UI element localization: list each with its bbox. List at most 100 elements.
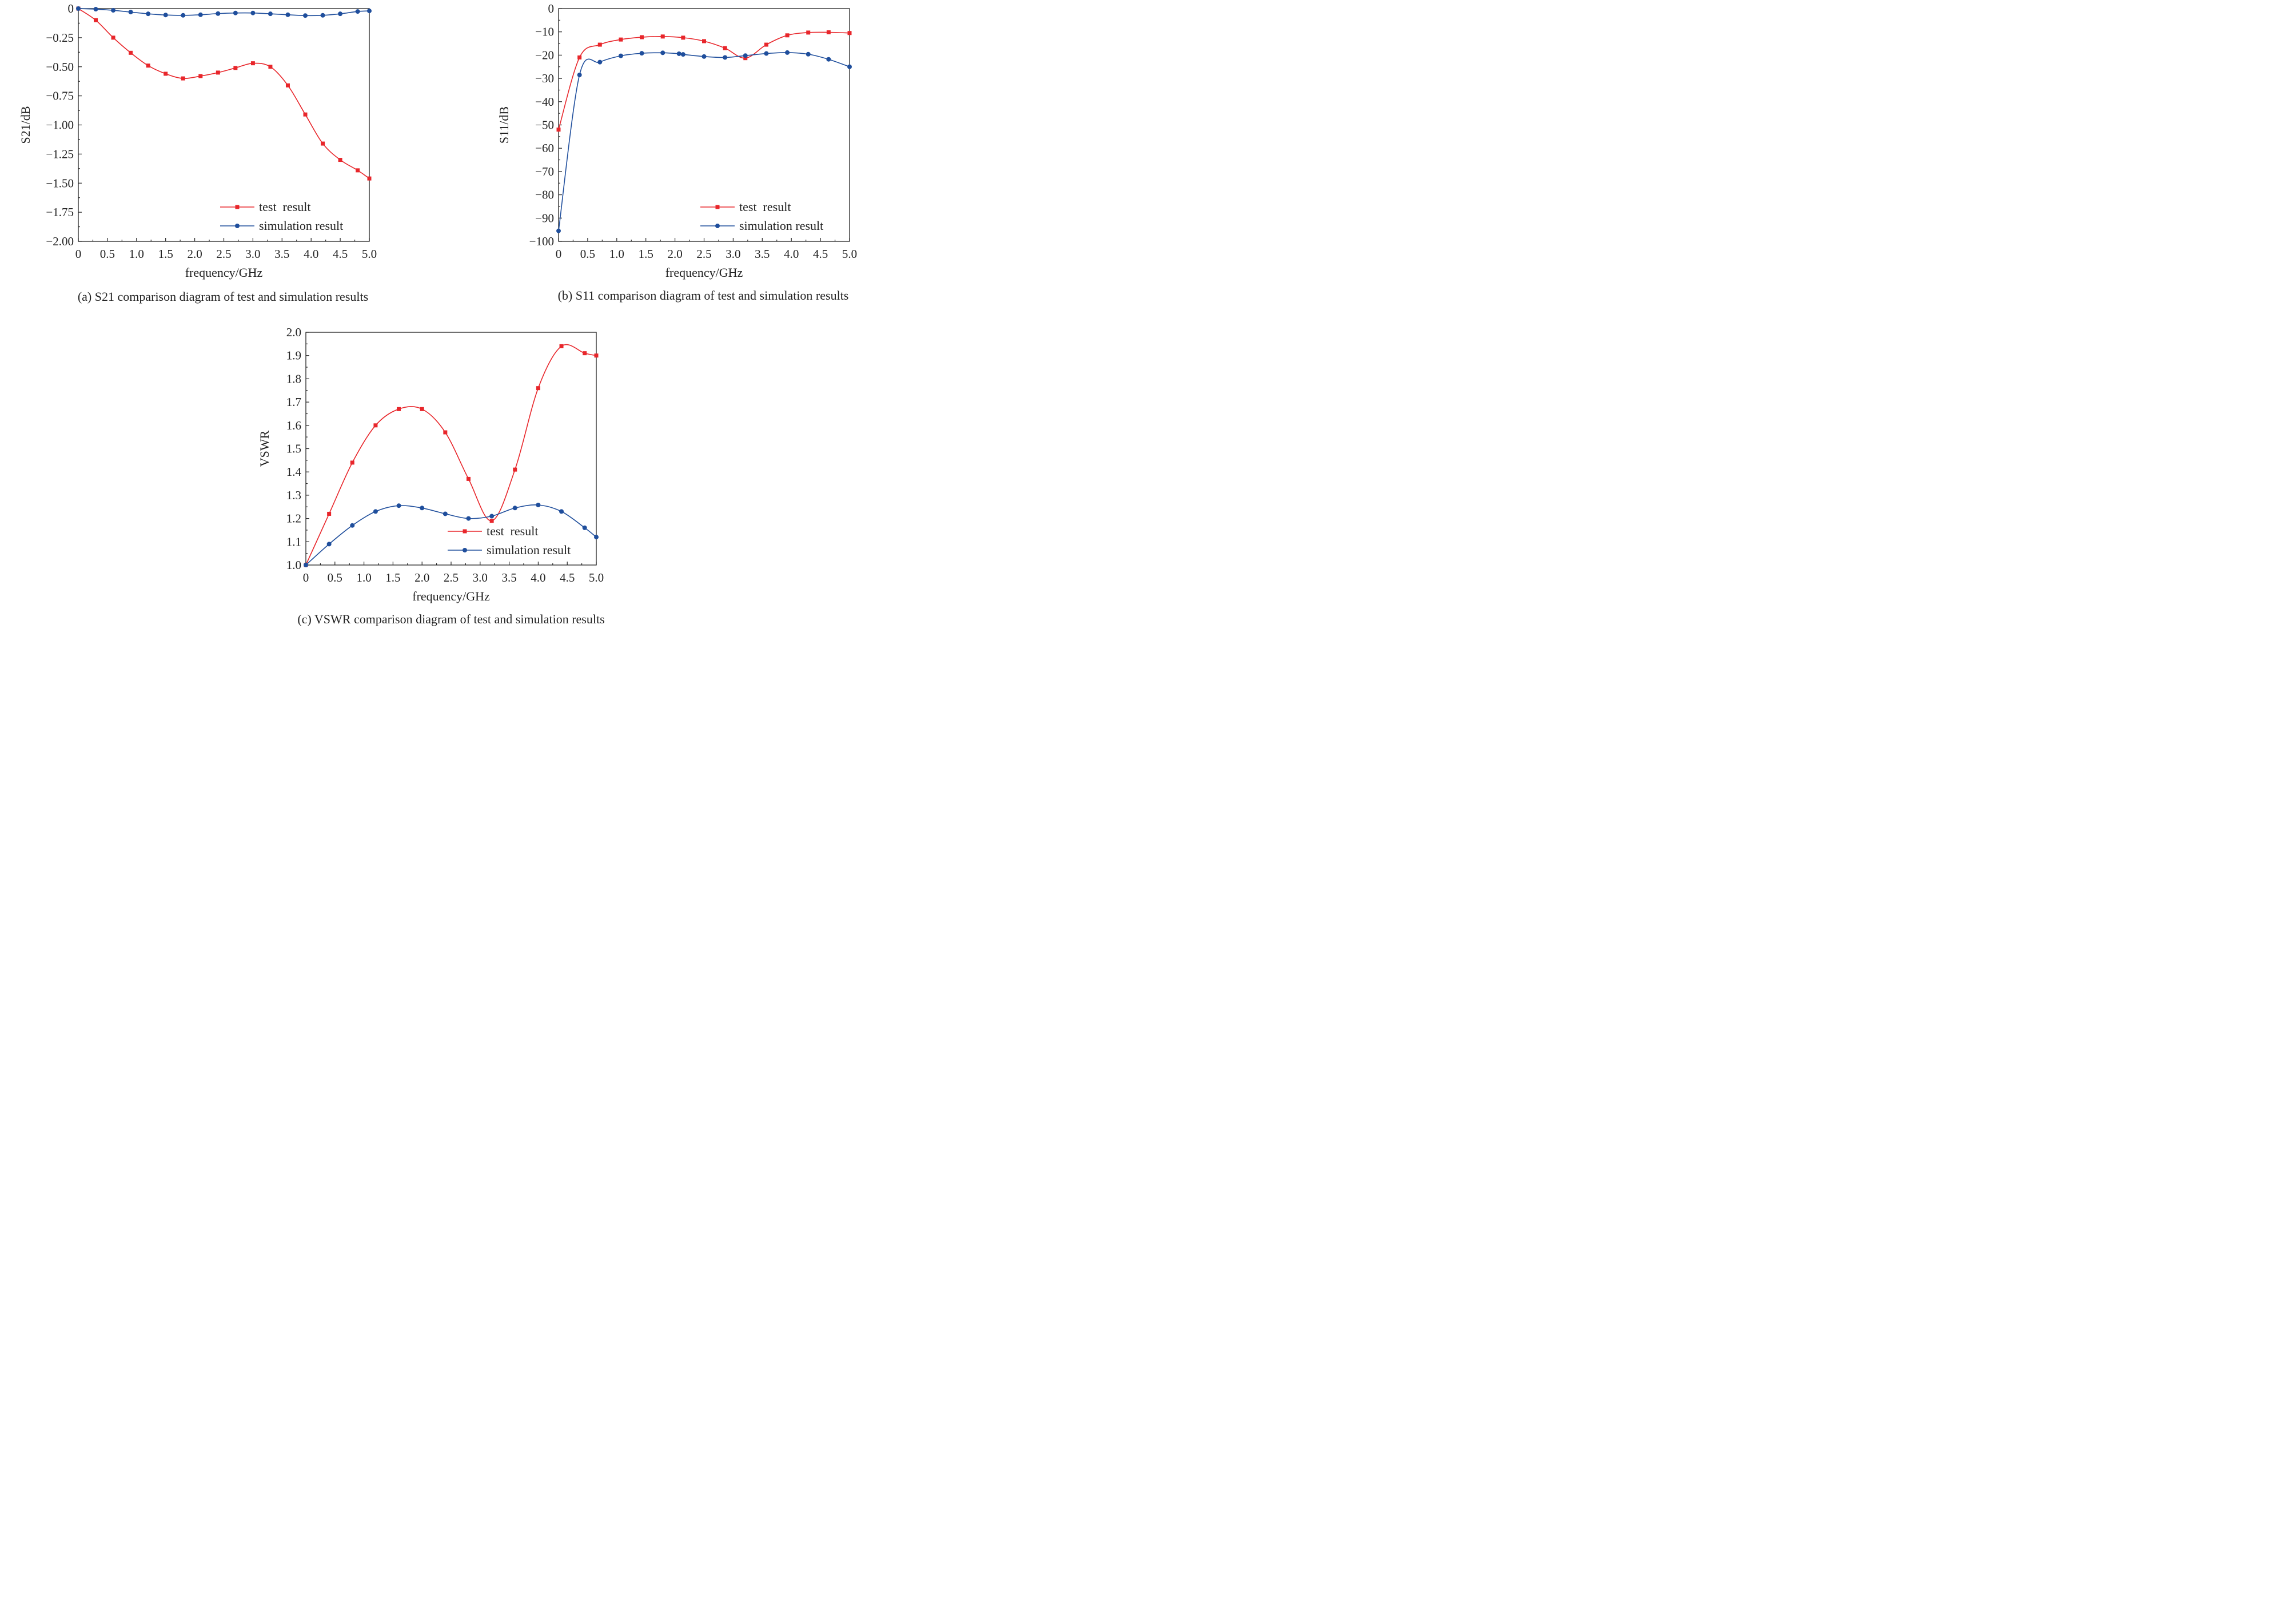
s11-simulation-point-4 [639,51,644,56]
s21-y-tick-label: −1.75 [46,205,74,219]
vswr-simulation-point-12 [582,525,587,530]
s11-test-point-6 [681,35,685,40]
vswr-x-tick-label: 4.0 [531,571,545,584]
s11-test-point-11 [785,33,790,38]
vswr-test-point-8 [489,519,494,523]
s21-test-point-13 [303,112,308,117]
s11-test-point-4 [640,35,644,39]
vswr-y-tick-label: 1.3 [286,488,301,502]
s11-test-point-8 [723,46,727,50]
vswr-x-tick-label: 0 [303,571,309,584]
vswr-legend-label: simulation result [487,543,571,557]
s11-simulation-point-5 [660,50,665,55]
s21-simulation-point-13 [303,13,308,18]
s11-simulation-point-6 [676,51,681,56]
chart-s21: 0 0.5 1.0 1.5 2.0 2.5 3.0 3.5 4.0 4.5 5.0 0 −0.25 −0.… [18,2,377,304]
vswr-test-point-12 [583,351,587,356]
s21-test-point-14 [321,141,325,146]
s11-simulation-point-0 [556,228,561,233]
s21-test-point-16 [356,168,360,173]
s11-simulation-point-10 [743,53,748,58]
s11-test-series [556,30,852,132]
s11-test-point-7 [702,39,706,43]
s21-simulation-point-15 [338,11,343,17]
vswr-y-tick-label: 2.0 [286,325,301,339]
s21-test-point-11 [268,65,273,69]
s11-test-point-10 [764,42,768,47]
vswr-y-tick-label: 1.0 [286,558,301,572]
s11-legend-label: simulation result [739,218,823,233]
vswr-x-tick-label: 3.5 [501,571,516,584]
s21-test-point-3 [129,50,133,55]
vswr-y-tick-label: 1.1 [286,535,301,548]
s11-x-tick-label: 3.0 [726,247,740,261]
s21-test-point-4 [146,63,150,68]
s11-simulation-point-8 [701,54,707,59]
s21-simulation-point-0 [76,6,81,11]
vswr-simulation-point-11 [559,509,564,514]
s21-simulation-point-17 [367,9,372,14]
s11-x-tick-label: 0.5 [580,247,595,261]
s21-simulation-point-16 [355,9,360,14]
s21-caption: (a) S21 comparison diagram of test and s… [78,289,368,304]
vswr-x-tick-label: 0.5 [328,571,342,584]
s21-x-tick-label: 1.0 [129,247,144,261]
vswr-simulation-point-8 [489,514,495,519]
s11-y-tick-label: −60 [535,141,554,155]
vswr-legend-label: test result [487,524,538,538]
s21-simulation-point-12 [285,12,290,17]
s11-x-axis-title: frequency/GHz [665,265,743,280]
vswr-x-tick-label: 1.0 [356,571,371,584]
s21-test-series [76,6,372,181]
s21-simulation-point-11 [268,11,273,17]
vswr-simulation-point-2 [350,523,355,528]
s11-x-tick-label: 4.5 [813,247,828,261]
vswr-y-tick-label: 1.6 [286,419,301,432]
s11-simulation-point-14 [826,57,831,62]
vswr-simulation-point-6 [443,511,448,516]
s11-test-point-9 [743,56,748,61]
s11-y-tick-label: −90 [535,211,554,225]
vswr-simulation-point-7 [466,516,471,521]
s21-simulation-series [76,6,372,18]
s11-y-tick-label: −10 [535,25,554,39]
s11-test-point-12 [806,30,811,35]
vswr-y-tick-label: 1.2 [286,512,301,526]
s21-simulation-point-1 [93,7,98,12]
s21-x-tick-label: 0 [75,247,82,261]
s21-x-tick-label: 2.0 [187,247,202,261]
s21-simulation-point-4 [146,11,151,17]
s11-x-tick-label: 0 [556,247,562,261]
vswr-legend: test result simulation result [448,524,571,557]
s21-y-tick-label: −0.75 [46,89,74,103]
s21-test-point-5 [164,71,168,76]
vswr-simulation-point-4 [396,503,401,508]
vswr-simulation-point-1 [326,542,332,547]
s11-y-tick-label: −70 [535,165,554,178]
s11-legend-label: test result [739,200,791,214]
vswr-test-point-2 [350,460,354,465]
s11-simulation-point-13 [806,51,811,57]
s11-x-tick-label: 1.5 [639,247,653,261]
vswr-x-tick-label: 4.5 [560,571,575,584]
s11-x-tick-label: 2.0 [667,247,682,261]
s11-simulation-point-15 [847,64,852,69]
s11-simulation-point-2 [597,59,603,65]
s21-y-tick-label: −2.00 [46,234,74,248]
s11-caption: (b) S11 comparison diagram of test and s… [558,288,849,303]
vswr-simulation-point-5 [420,506,425,511]
s21-x-tick-label: 5.0 [362,247,377,261]
vswr-y-tick-label: 1.8 [286,372,301,385]
s21-test-point-10 [250,61,255,66]
s21-y-axis-title: S21/dB [18,106,33,144]
figure: 0 0.5 1.0 1.5 2.0 2.5 3.0 3.5 4.0 4.5 5.0 0 −0.25 −0.… [18,2,857,626]
s21-x-tick-label: 4.5 [333,247,348,261]
vswr-caption: (c) VSWR comparison diagram of test and … [297,612,604,626]
vswr-x-tick-label: 5.0 [589,571,604,584]
vswr-test-point-11 [559,344,564,348]
s21-legend-marker-point-0 [235,205,240,209]
vswr-legend-marker-point-0 [463,529,467,534]
s21-y-tick-label: 0 [68,2,74,15]
vswr-test-point-4 [397,407,401,411]
vswr-test-point-5 [420,407,424,411]
